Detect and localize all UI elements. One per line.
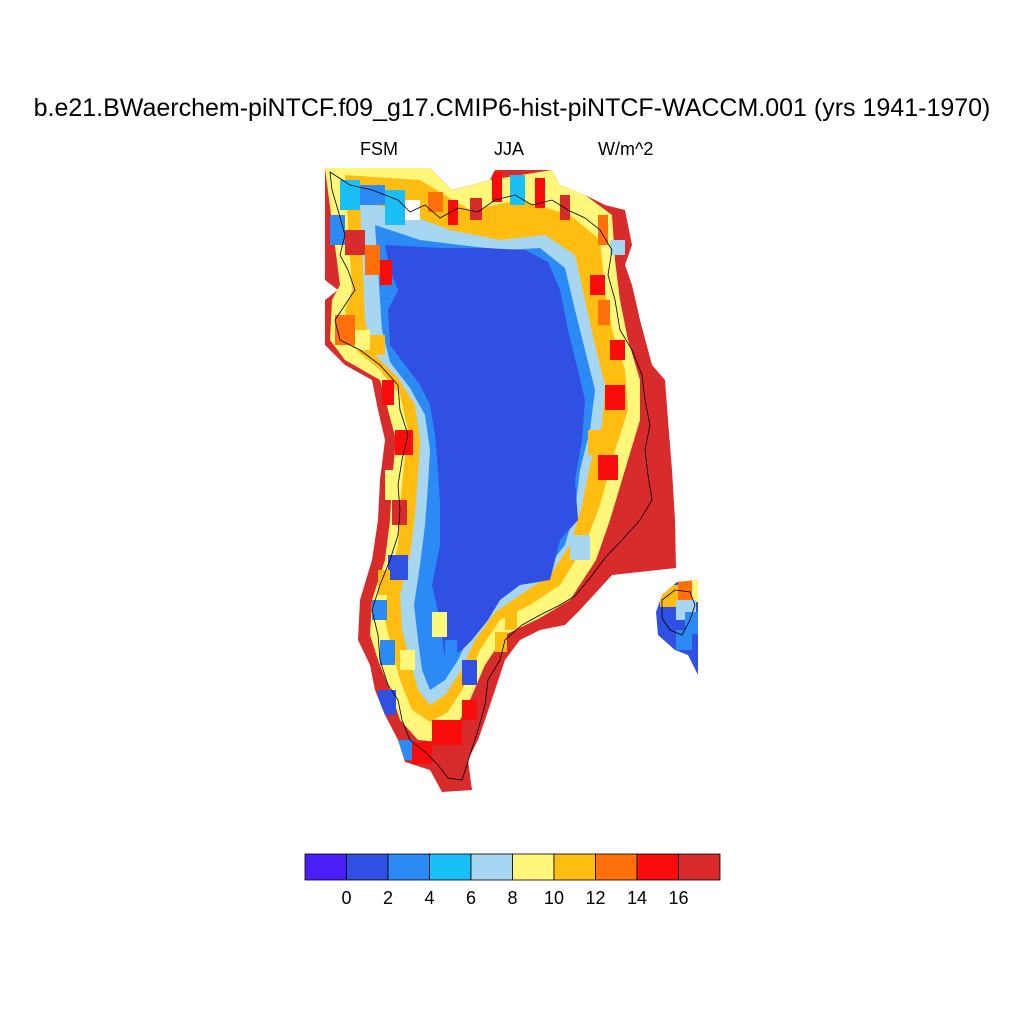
colorbar-tick-label: 4 <box>424 888 434 908</box>
colorbar-swatch <box>678 853 721 881</box>
colorbar-swatch <box>387 853 430 881</box>
colorbar-swatch <box>346 853 389 881</box>
colorbar-tick-label: 0 <box>341 888 351 908</box>
subtitle-season: JJA <box>494 139 525 159</box>
colorbar-swatch <box>470 853 513 881</box>
colorbar-tick-label: 2 <box>383 888 393 908</box>
iceland-map <box>656 580 698 675</box>
subtitle-variable: FSM <box>360 139 398 159</box>
colorbar-swatch <box>636 853 679 881</box>
colorbar-swatch <box>512 853 555 881</box>
colorbar-swatch <box>553 853 596 881</box>
colorbar-tick-label: 8 <box>507 888 517 908</box>
colorbar-tick-label: 16 <box>668 888 688 908</box>
colorbar-tick-label: 6 <box>466 888 476 908</box>
colorbar-swatch <box>595 853 638 881</box>
colorbar-swatch <box>304 853 347 881</box>
colorbar-tick-label: 14 <box>627 888 647 908</box>
subtitle-units: W/m^2 <box>598 139 654 159</box>
colorbar-swatch <box>429 853 472 881</box>
greenland-map <box>325 168 676 792</box>
colorbar-tick-label: 10 <box>544 888 564 908</box>
colorbar: 0 2 4 6 8 10 12 14 16 <box>304 853 721 908</box>
coastline <box>329 171 696 781</box>
plot-title: b.e21.BWaerchem-piNTCF.f09_g17.CMIP6-his… <box>33 94 991 122</box>
colorbar-tick-label: 12 <box>585 888 605 908</box>
